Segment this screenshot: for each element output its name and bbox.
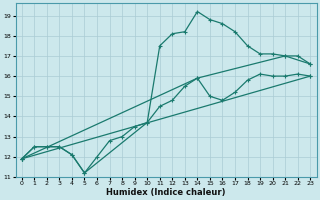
X-axis label: Humidex (Indice chaleur): Humidex (Indice chaleur) [106, 188, 226, 197]
